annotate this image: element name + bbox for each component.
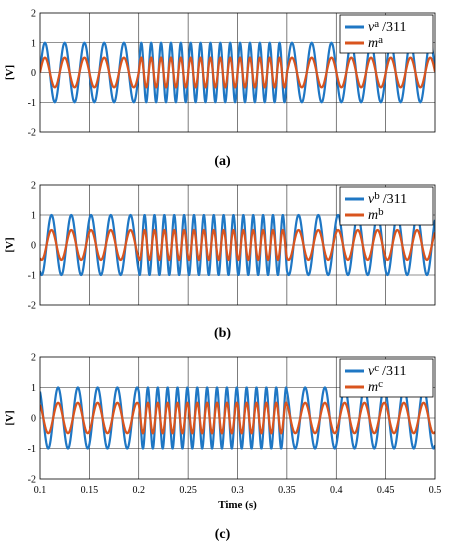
- plot-frame: [39, 184, 436, 306]
- y-tick-label: 1: [31, 211, 36, 222]
- x-tick-label: 0.15: [81, 485, 99, 496]
- legend-label: vc/311: [368, 362, 406, 379]
- y-tick-label: -1: [28, 444, 36, 455]
- legend-box: [339, 186, 434, 226]
- legend-box: [339, 14, 434, 54]
- legend-label: mb: [368, 206, 384, 223]
- legend-label: ma: [368, 34, 383, 51]
- y-tick-label: 1: [31, 383, 36, 394]
- y-tick-label: 0: [31, 241, 36, 252]
- x-tick-label: 0.35: [278, 485, 296, 496]
- y-tick-label: 2: [31, 353, 36, 364]
- y-tick-label: 0: [31, 414, 36, 425]
- series-line-ma: [40, 56, 435, 89]
- y-tick-label: 2: [31, 9, 36, 20]
- x-tick-label: 0.25: [179, 485, 197, 496]
- x-tick-label: 0.5: [429, 485, 442, 496]
- figure-caption: (c): [215, 527, 231, 542]
- y-tick-label: -2: [28, 301, 36, 312]
- legend-label: vb/311: [368, 190, 407, 207]
- x-tick-label: 0.4: [330, 485, 343, 496]
- legend-label: mc: [368, 378, 383, 395]
- chart-panel-3: -2 -1 0 1 2 0.1 0.15 0.2 0.25 0.3 0.35 0.4 0.45 0.5 [V…: [4, 353, 441, 543]
- y-tick-label: -1: [28, 98, 36, 109]
- y-tick-label: 2: [31, 181, 36, 192]
- x-tick-label: 0.3: [231, 485, 244, 496]
- legend-box: [339, 358, 434, 398]
- series-line-mb: [40, 228, 435, 262]
- x-tick-label: 0.2: [133, 485, 146, 496]
- y-axis-label: [V]: [4, 65, 16, 80]
- y-axis-label: [V]: [4, 410, 16, 425]
- x-tick-label: 0.45: [377, 485, 395, 496]
- x-tick-label: 0.1: [34, 485, 47, 496]
- series-line-mc: [40, 401, 435, 435]
- plot-frame: [39, 12, 436, 133]
- y-tick-label: -1: [28, 271, 36, 282]
- y-tick-label: -2: [28, 128, 36, 139]
- y-tick-label: 0: [31, 68, 36, 79]
- y-axis-label: [V]: [4, 237, 16, 252]
- legend-label: va/311: [368, 18, 406, 35]
- figure-caption: (a): [214, 154, 231, 169]
- plot-frame: [39, 356, 436, 480]
- x-axis-label: Time (s): [218, 499, 257, 511]
- y-tick-label: 1: [31, 38, 36, 49]
- figure-caption: (b): [214, 326, 231, 341]
- y-tick-label: -2: [28, 475, 36, 486]
